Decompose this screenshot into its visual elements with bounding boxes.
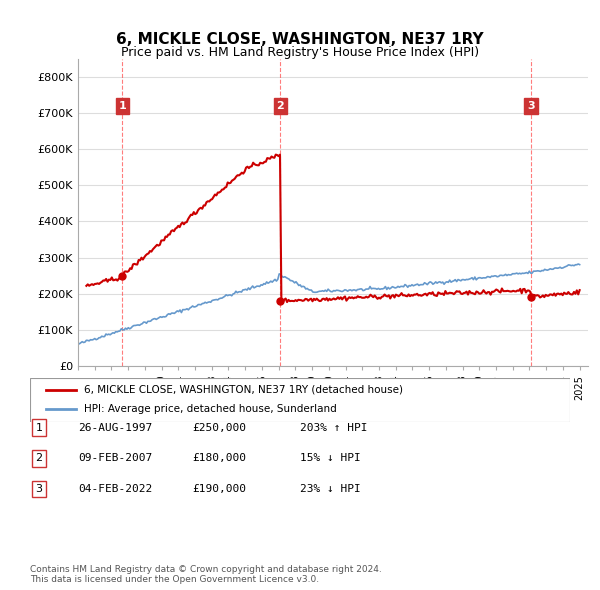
Text: 04-FEB-2022: 04-FEB-2022: [78, 484, 152, 494]
Text: Contains HM Land Registry data © Crown copyright and database right 2024.
This d: Contains HM Land Registry data © Crown c…: [30, 565, 382, 584]
Text: 15% ↓ HPI: 15% ↓ HPI: [300, 454, 361, 463]
Text: 1: 1: [35, 423, 43, 432]
FancyBboxPatch shape: [30, 378, 570, 422]
Text: HPI: Average price, detached house, Sunderland: HPI: Average price, detached house, Sund…: [84, 405, 337, 414]
Text: £180,000: £180,000: [192, 454, 246, 463]
Text: Price paid vs. HM Land Registry's House Price Index (HPI): Price paid vs. HM Land Registry's House …: [121, 46, 479, 59]
Text: 26-AUG-1997: 26-AUG-1997: [78, 423, 152, 432]
Text: 2: 2: [277, 101, 284, 111]
Text: 6, MICKLE CLOSE, WASHINGTON, NE37 1RY (detached house): 6, MICKLE CLOSE, WASHINGTON, NE37 1RY (d…: [84, 385, 403, 395]
Text: 3: 3: [35, 484, 43, 494]
Text: 203% ↑ HPI: 203% ↑ HPI: [300, 423, 367, 432]
Text: 2: 2: [35, 454, 43, 463]
Text: 09-FEB-2007: 09-FEB-2007: [78, 454, 152, 463]
Text: 1: 1: [118, 101, 126, 111]
Text: £250,000: £250,000: [192, 423, 246, 432]
Text: 3: 3: [527, 101, 535, 111]
Text: 6, MICKLE CLOSE, WASHINGTON, NE37 1RY: 6, MICKLE CLOSE, WASHINGTON, NE37 1RY: [116, 32, 484, 47]
Text: 23% ↓ HPI: 23% ↓ HPI: [300, 484, 361, 494]
Text: £190,000: £190,000: [192, 484, 246, 494]
